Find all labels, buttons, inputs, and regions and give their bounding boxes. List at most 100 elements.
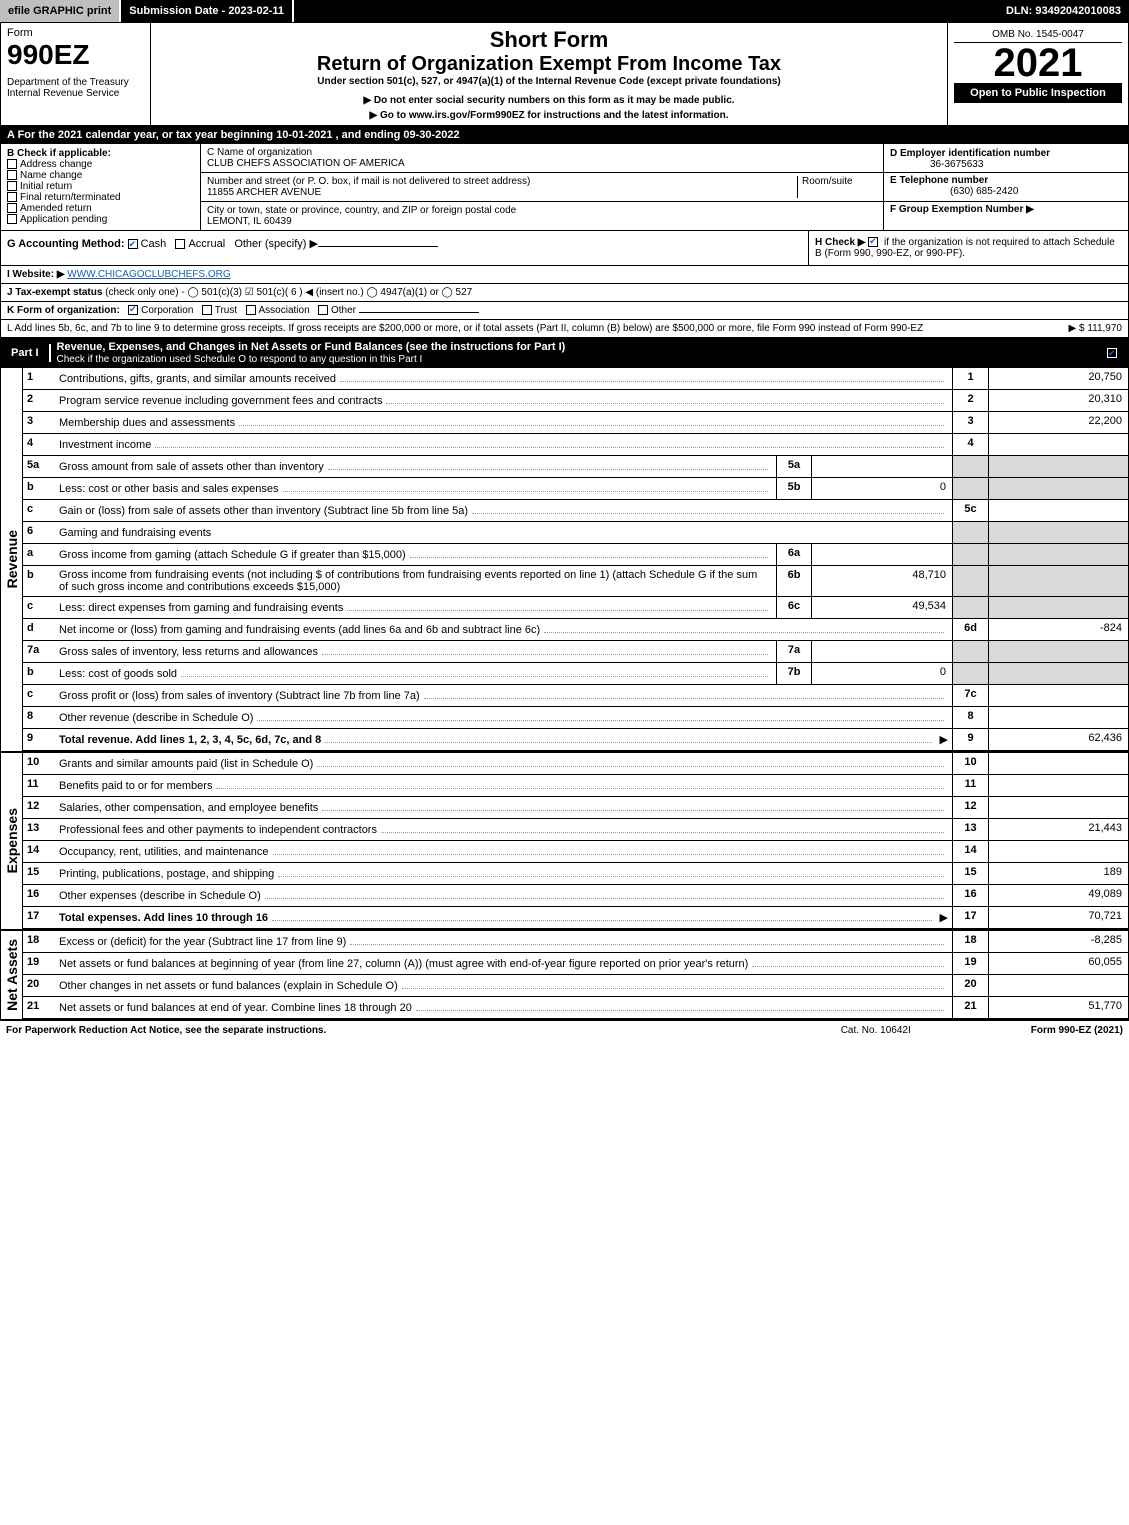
line-16: 16Other expenses (describe in Schedule O… [23,885,1128,907]
line-3: 3Membership dues and assessments322,200 [23,412,1128,434]
k-trust: Trust [215,305,237,316]
revenue-section: Revenue 1Contributions, gifts, grants, a… [0,368,1129,751]
line-b: bGross income from fundraising events (n… [23,566,1128,597]
form-revision: Form 990-EZ (2021) [1031,1025,1123,1036]
tel-value: (630) 685-2420 [950,186,1018,197]
line-k: K Form of organization: Corporation Trus… [0,302,1129,320]
cat-no: Cat. No. 10642I [841,1025,911,1036]
line-5a: 5aGross amount from sale of assets other… [23,456,1128,478]
line-j: J Tax-exempt status (check only one) - ◯… [0,284,1129,302]
line-c: cLess: direct expenses from gaming and f… [23,597,1128,619]
g-accrual: Accrual [188,238,225,250]
line-15: 15Printing, publications, postage, and s… [23,863,1128,885]
line-6: 6Gaming and fundraising events [23,522,1128,544]
dln: DLN: 93492042010083 [998,0,1129,22]
expenses-section: Expenses 10Grants and similar amounts pa… [0,751,1129,929]
j-options: (check only one) - ◯ 501(c)(3) ☑ 501(c)(… [105,287,472,298]
form-number: 990EZ [7,39,144,71]
b-address-change: Address change [20,159,92,170]
b-amended-return: Amended return [20,203,92,214]
g-other: Other (specify) ▶ [234,238,318,250]
line-20: 20Other changes in net assets or fund ba… [23,975,1128,997]
netassets-label: Net Assets [4,939,20,1011]
section-501: Under section 501(c), 527, or 4947(a)(1)… [157,76,941,87]
b-final-return: Final return/terminated [20,192,121,203]
k-assoc: Association [259,305,310,316]
l-text: L Add lines 5b, 6c, and 7b to line 9 to … [7,323,923,334]
part1-tab: Part I [1,344,51,362]
i-label: I Website: ▶ [7,269,65,280]
section-c: C Name of organization CLUB CHEFS ASSOCI… [201,144,883,230]
submission-date: Submission Date - 2023-02-11 [121,0,294,22]
line-i: I Website: ▶ WWW.CHICAGOCLUBCHEFS.ORG [0,266,1129,284]
gh-row: G Accounting Method: Cash Accrual Other … [0,231,1129,266]
checkbox-cash[interactable] [128,239,138,249]
group-exemption-label: F Group Exemption Number ▶ [890,204,1034,215]
line-21: 21Net assets or fund balances at end of … [23,997,1128,1019]
page-footer: For Paperwork Reduction Act Notice, see … [0,1020,1129,1040]
checkbox-other-org[interactable] [318,305,328,315]
org-name: CLUB CHEFS ASSOCIATION OF AMERICA [207,158,405,169]
line-c: cGross profit or (loss) from sales of in… [23,685,1128,707]
street-label: Number and street (or P. O. box, if mail… [207,176,530,187]
paperwork-notice: For Paperwork Reduction Act Notice, see … [6,1025,841,1036]
line-a-tax-year: A For the 2021 calendar year, or tax yea… [0,126,1129,144]
city-label: City or town, state or province, country… [207,205,516,216]
line-9: 9Total revenue. Add lines 1, 2, 3, 4, 5c… [23,729,1128,751]
h-check: H Check ▶ [815,237,865,248]
short-form-title: Short Form [157,27,941,53]
line-l: L Add lines 5b, 6c, and 7b to line 9 to … [0,320,1129,338]
checkbox-h[interactable] [868,237,878,247]
website-url[interactable]: WWW.CHICAGOCLUBCHEFS.ORG [67,269,230,280]
line-11: 11Benefits paid to or for members11 [23,775,1128,797]
c-name-label: C Name of organization [207,147,312,158]
line-19: 19Net assets or fund balances at beginni… [23,953,1128,975]
g-cash: Cash [141,238,167,250]
checkbox-name-change[interactable] [7,170,17,180]
city-state-zip: LEMONT, IL 60439 [207,216,292,227]
k-label: K Form of organization: [7,305,120,316]
line-2: 2Program service revenue including gover… [23,390,1128,412]
g-label: G Accounting Method: [7,238,125,250]
j-label: J Tax-exempt status [7,287,102,298]
checkbox-amended-return[interactable] [7,203,17,213]
return-title: Return of Organization Exempt From Incom… [157,53,941,76]
checkbox-schedule-o[interactable] [1107,348,1117,358]
l-amount: ▶ $ 111,970 [1069,323,1122,334]
open-public-inspection: Open to Public Inspection [954,83,1122,103]
room-suite-label: Room/suite [797,176,877,198]
line-10: 10Grants and similar amounts paid (list … [23,753,1128,775]
goto-link[interactable]: ▶ Go to www.irs.gov/Form990EZ for instru… [157,110,941,121]
k-other: Other [331,305,356,316]
b-application-pending: Application pending [20,214,107,225]
line-b: bLess: cost of goods sold7b0 [23,663,1128,685]
line-12: 12Salaries, other compensation, and empl… [23,797,1128,819]
k-corp: Corporation [141,305,193,316]
line-c: cGain or (loss) from sale of assets othe… [23,500,1128,522]
checkbox-accrual[interactable] [175,239,185,249]
checkbox-initial-return[interactable] [7,181,17,191]
line-b: bLess: cost or other basis and sales exp… [23,478,1128,500]
efile-print[interactable]: efile GRAPHIC print [0,0,121,22]
checkbox-application-pending[interactable] [7,214,17,224]
part1-title: Revenue, Expenses, and Changes in Net As… [57,341,566,353]
line-7a: 7aGross sales of inventory, less returns… [23,641,1128,663]
top-bar: efile GRAPHIC print Submission Date - 20… [0,0,1129,22]
line-d: dNet income or (loss) from gaming and fu… [23,619,1128,641]
checkbox-final-return[interactable] [7,192,17,202]
b-title: B Check if applicable: [7,148,111,159]
checkbox-association[interactable] [246,305,256,315]
checkbox-corporation[interactable] [128,305,138,315]
checkbox-trust[interactable] [202,305,212,315]
checkbox-address-change[interactable] [7,159,17,169]
form-word: Form [7,27,144,39]
line-17: 17Total expenses. Add lines 10 through 1… [23,907,1128,929]
tel-label: E Telephone number [890,175,988,186]
part1-header: Part I Revenue, Expenses, and Changes in… [0,338,1129,368]
revenue-label: Revenue [4,530,20,588]
section-b: B Check if applicable: Address change Na… [1,144,201,230]
b-initial-return: Initial return [20,181,72,192]
line-13: 13Professional fees and other payments t… [23,819,1128,841]
line-18: 18Excess or (deficit) for the year (Subt… [23,931,1128,953]
line-4: 4Investment income4 [23,434,1128,456]
